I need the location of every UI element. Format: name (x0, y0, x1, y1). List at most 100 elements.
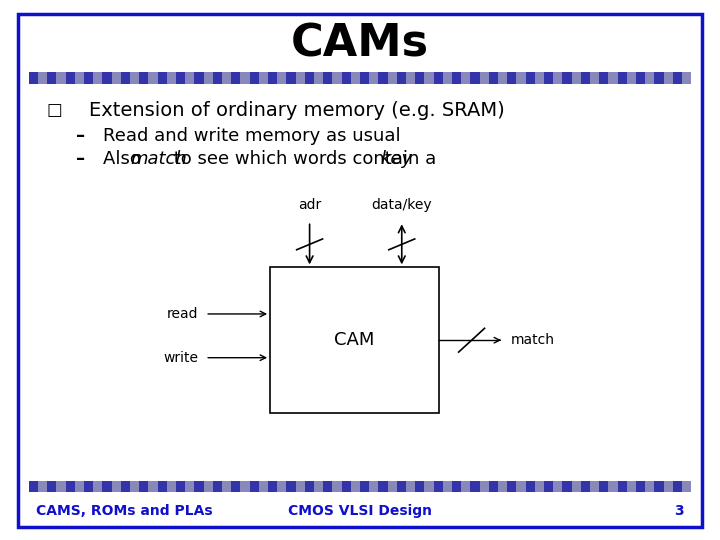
Bar (167, 481, 176, 492)
Bar (480, 481, 489, 492)
Bar (38, 72, 48, 84)
Bar (553, 72, 562, 84)
Bar (305, 481, 314, 492)
Bar (415, 72, 424, 84)
Bar (433, 72, 443, 84)
Bar (489, 72, 498, 84)
Bar (93, 72, 102, 84)
Bar (672, 481, 682, 492)
Bar (654, 481, 664, 492)
Bar (296, 481, 305, 492)
Bar (323, 481, 333, 492)
Bar (360, 72, 369, 84)
Bar (526, 72, 535, 84)
Text: Extension of ordinary memory (e.g. SRAM): Extension of ordinary memory (e.g. SRAM) (89, 100, 504, 120)
Bar (112, 481, 121, 492)
Bar (424, 481, 433, 492)
Bar (379, 72, 387, 84)
Bar (341, 481, 351, 492)
Bar (231, 481, 240, 492)
Bar (287, 481, 296, 492)
Bar (130, 72, 139, 84)
Bar (608, 72, 618, 84)
Bar (452, 72, 462, 84)
Bar (333, 481, 341, 492)
Text: –: – (76, 150, 85, 168)
Bar (240, 481, 250, 492)
Bar (526, 481, 535, 492)
Bar (240, 72, 250, 84)
Bar (139, 72, 148, 84)
Bar (516, 481, 526, 492)
Bar (682, 481, 691, 492)
Bar (645, 481, 654, 492)
Bar (544, 481, 553, 492)
Bar (29, 481, 38, 492)
Bar (341, 72, 351, 84)
Bar (654, 72, 664, 84)
Bar (351, 481, 360, 492)
Bar (507, 72, 516, 84)
Bar (581, 481, 590, 492)
Bar (498, 481, 507, 492)
Bar (599, 481, 608, 492)
Bar (562, 72, 572, 84)
Bar (553, 481, 562, 492)
Bar (462, 481, 470, 492)
Bar (258, 72, 268, 84)
Bar (84, 72, 93, 84)
Bar (480, 72, 489, 84)
Bar (66, 481, 75, 492)
Bar (351, 72, 360, 84)
Bar (535, 481, 544, 492)
Bar (608, 481, 618, 492)
Text: Also: Also (103, 150, 147, 168)
Text: 3: 3 (675, 504, 684, 518)
Bar (185, 72, 194, 84)
Bar (627, 481, 636, 492)
Bar (296, 72, 305, 84)
Bar (121, 481, 130, 492)
Bar (535, 72, 544, 84)
Bar (258, 481, 268, 492)
Bar (48, 481, 56, 492)
Bar (204, 481, 213, 492)
Bar (213, 72, 222, 84)
Bar (636, 72, 645, 84)
Bar (139, 481, 148, 492)
Bar (29, 72, 38, 84)
Bar (443, 72, 452, 84)
Bar (462, 72, 470, 84)
Bar (56, 481, 66, 492)
Bar (590, 72, 599, 84)
Bar (599, 72, 608, 84)
Text: write: write (163, 350, 198, 365)
Bar (194, 481, 204, 492)
Bar (48, 72, 56, 84)
Bar (270, 267, 439, 413)
Text: to see which words contain a: to see which words contain a (168, 150, 442, 168)
Bar (185, 481, 194, 492)
Bar (277, 481, 287, 492)
Bar (369, 72, 379, 84)
Bar (102, 481, 112, 492)
Bar (56, 72, 66, 84)
Bar (66, 72, 75, 84)
Bar (148, 72, 158, 84)
Bar (314, 481, 323, 492)
Bar (93, 481, 102, 492)
Bar (590, 481, 599, 492)
Bar (75, 481, 84, 492)
Bar (194, 72, 204, 84)
Bar (38, 481, 48, 492)
Text: adr: adr (298, 198, 321, 212)
Bar (287, 72, 296, 84)
Bar (130, 481, 139, 492)
Bar (544, 72, 553, 84)
Bar (158, 72, 167, 84)
Bar (333, 72, 341, 84)
Bar (452, 481, 462, 492)
Bar (507, 481, 516, 492)
Text: data/key: data/key (372, 198, 432, 212)
Text: Read and write memory as usual: Read and write memory as usual (103, 127, 400, 145)
